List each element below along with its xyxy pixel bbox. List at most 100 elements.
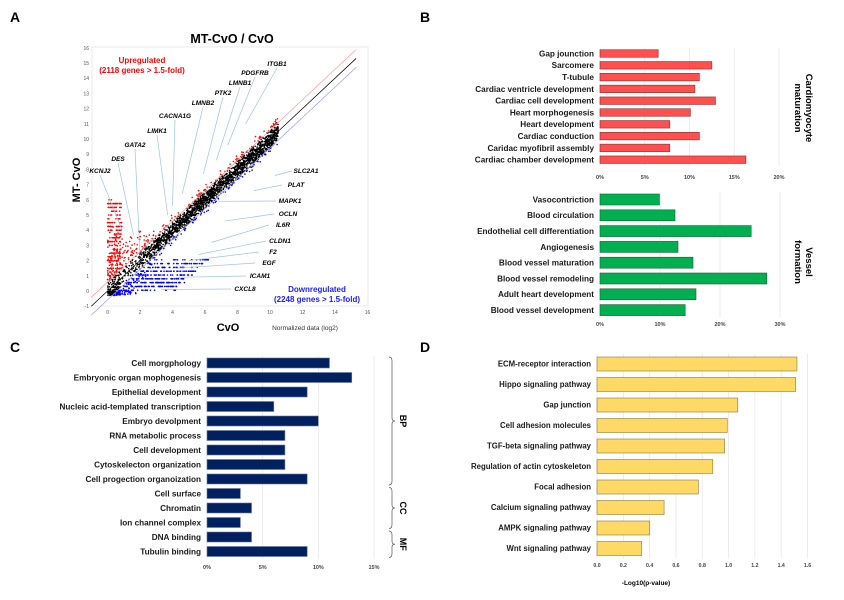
- scatter-point: [111, 237, 114, 239]
- scatter-point: [214, 183, 217, 186]
- scatter-point: [187, 216, 189, 219]
- scatter-point: [226, 173, 228, 176]
- scatter-point: [242, 157, 244, 160]
- scatter-point: [182, 213, 184, 216]
- scatter-point: [263, 130, 265, 132]
- category-label: Cardiac cell development: [495, 97, 594, 106]
- scatter-point: [199, 199, 201, 202]
- group-label-formation: formation: [792, 240, 803, 284]
- scatter-point: [115, 233, 118, 235]
- scatter-point: [109, 214, 112, 216]
- scatter-point: [181, 262, 183, 265]
- scatter-point: [193, 203, 196, 206]
- gene-label: MAPK1: [279, 198, 302, 205]
- scatter-point: [136, 285, 138, 288]
- scatter-point: [106, 271, 109, 273]
- scatter-point: [256, 146, 258, 148]
- scatter-point: [213, 186, 215, 188]
- scatter-point: [127, 283, 130, 286]
- scatter-point: [107, 240, 109, 242]
- scatter-point: [126, 285, 129, 288]
- bar: [206, 488, 241, 499]
- scatter-point: [118, 210, 121, 212]
- scatter-point: [113, 243, 116, 245]
- scatter-point: [187, 221, 190, 224]
- scatter-point: [143, 248, 146, 250]
- scatter-point: [117, 258, 120, 261]
- scatter-point: [255, 156, 258, 158]
- scatter-point: [150, 254, 152, 257]
- scatter-point: [188, 203, 190, 206]
- scatter-point: [107, 225, 110, 228]
- scatter-point: [189, 206, 192, 209]
- bar: [206, 415, 319, 427]
- scatter-point: [113, 281, 116, 283]
- x-tick-label: 0.2: [620, 563, 627, 569]
- scatter-point: [223, 180, 225, 182]
- scatter-point: [272, 123, 275, 126]
- reference-line: [91, 49, 357, 298]
- scatter-point: [130, 289, 133, 292]
- scatter-point: [194, 262, 197, 265]
- scatter-point: [172, 225, 174, 228]
- scatter-point: [220, 188, 222, 190]
- scatter-point: [226, 179, 229, 182]
- scatter-point: [110, 259, 113, 262]
- scatter-point: [242, 151, 245, 154]
- scatter-point: [159, 244, 162, 246]
- scatter-point: [132, 278, 135, 280]
- scatter-point: [111, 258, 113, 260]
- scatter-point: [158, 234, 161, 237]
- scatter-point: [188, 220, 190, 222]
- scatter-point: [128, 287, 130, 290]
- scatter-point: [191, 196, 193, 199]
- scatter-point: [144, 278, 147, 280]
- group-label: BP: [398, 415, 408, 428]
- scatter-point: [117, 242, 120, 245]
- scatter-point: [158, 244, 160, 246]
- scatter-point: [176, 220, 179, 223]
- scatter-point: [184, 229, 186, 232]
- scatter-point: [256, 157, 258, 160]
- scatter-point: [257, 153, 260, 156]
- scatter-point: [154, 278, 157, 280]
- scatter-point: [206, 259, 208, 261]
- scatter-point: [160, 238, 162, 240]
- gene-label: ICAM1: [250, 273, 271, 280]
- scatter-point: [116, 225, 118, 228]
- scatter-point: [153, 242, 155, 244]
- scatter-point: [192, 204, 194, 207]
- scatter-point: [178, 230, 180, 232]
- scatter-point: [122, 289, 125, 292]
- bar: [206, 444, 286, 456]
- scatter-point: [154, 274, 157, 276]
- scatter-point: [108, 268, 110, 270]
- scatter-point: [150, 274, 152, 276]
- scatter-point: [135, 262, 137, 264]
- scatter-point: [225, 177, 227, 180]
- scatter-point: [110, 267, 112, 270]
- scatter-point: [130, 281, 133, 284]
- scatter-point: [145, 240, 147, 242]
- scatter-point: [208, 190, 211, 193]
- bar: [599, 225, 752, 237]
- scatter-point: [152, 251, 154, 253]
- scatter-point: [262, 151, 265, 153]
- gene-label: SLC2A1: [294, 168, 319, 175]
- scatter-point: [157, 266, 159, 269]
- category-label: Hippo signaling pathway: [499, 380, 591, 389]
- gene-leader-line: [117, 162, 134, 235]
- scatter-point: [206, 191, 208, 194]
- scatter-point: [132, 289, 134, 292]
- scatter-point: [135, 274, 137, 276]
- scatter-point: [194, 211, 196, 214]
- scatter-point: [116, 262, 118, 265]
- scatter-point: [251, 169, 253, 171]
- scatter-point: [148, 246, 151, 248]
- scatter-point: [177, 221, 180, 223]
- scatter-point: [165, 270, 168, 273]
- scatter-point: [115, 286, 118, 289]
- scatter-point: [110, 283, 113, 286]
- scatter-point: [183, 224, 185, 226]
- scatter-point: [242, 161, 244, 164]
